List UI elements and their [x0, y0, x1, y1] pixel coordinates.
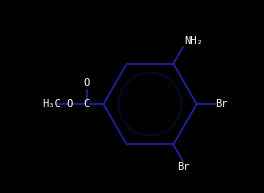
Text: Br: Br: [215, 99, 228, 109]
Text: O: O: [84, 78, 90, 88]
Text: C: C: [84, 99, 90, 109]
Text: O: O: [67, 99, 73, 109]
Text: NH₂: NH₂: [184, 36, 202, 46]
Text: Br: Br: [177, 162, 189, 172]
Text: H₃C: H₃C: [43, 99, 61, 109]
